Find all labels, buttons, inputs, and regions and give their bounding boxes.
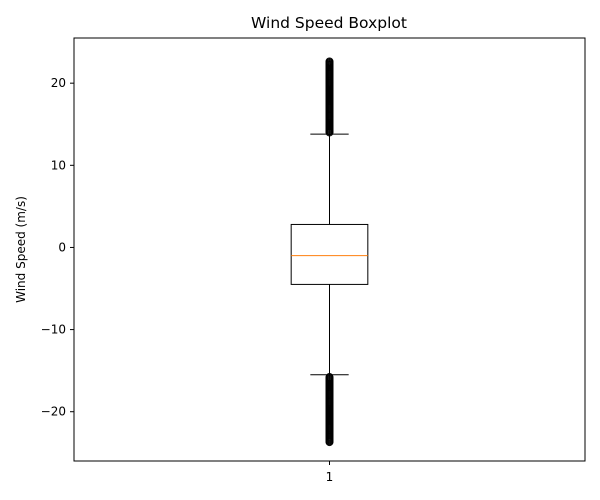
y-axis: −20 −10 0 10 20 [41,76,74,419]
y-tick-label: −20 [41,405,66,419]
outlier-point [325,57,334,66]
y-tick-label: 10 [51,158,66,172]
y-tick-label: 20 [51,76,66,90]
y-axis-label: Wind Speed (m/s) [14,196,28,303]
boxplot-group [290,57,369,447]
y-tick-label: −10 [41,323,66,337]
x-tick-label: 1 [326,470,334,484]
chart-title: Wind Speed Boxplot [251,14,407,32]
x-axis: 1 [326,461,334,484]
box-iqr [290,223,369,285]
y-tick-label: 0 [58,240,66,254]
